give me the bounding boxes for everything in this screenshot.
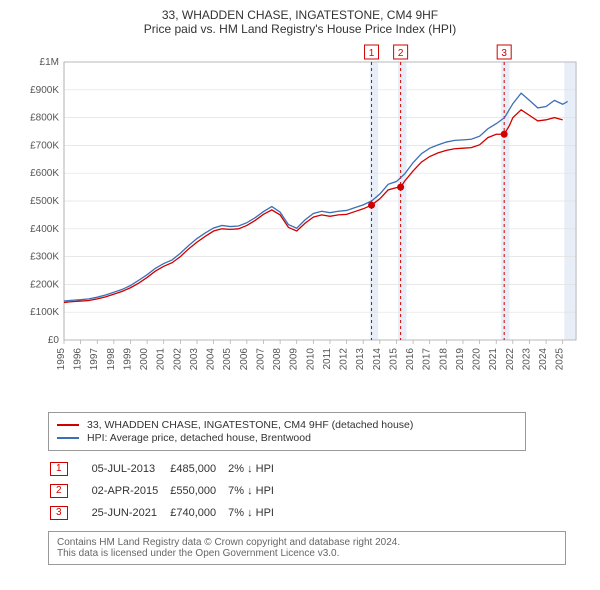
svg-text:1995: 1995 — [56, 348, 67, 371]
sale-marker: 2 — [50, 484, 68, 498]
svg-text:1998: 1998 — [106, 348, 117, 371]
footer-line2: This data is licensed under the Open Gov… — [57, 548, 557, 559]
svg-text:£100K: £100K — [30, 307, 59, 318]
table-row: 1 05-JUL-2013£485,0002% ↓ HPI — [50, 459, 284, 479]
legend-label: HPI: Average price, detached house, Bren… — [87, 432, 311, 444]
svg-text:2013: 2013 — [355, 348, 366, 371]
svg-text:£300K: £300K — [30, 252, 59, 263]
table-row: 3 25-JUN-2021£740,0007% ↓ HPI — [50, 503, 284, 523]
svg-text:2002: 2002 — [172, 348, 183, 371]
sale-delta: 2% ↓ HPI — [228, 459, 284, 479]
svg-text:£200K: £200K — [30, 279, 59, 290]
svg-text:2006: 2006 — [239, 348, 250, 371]
attribution-footer: Contains HM Land Registry data © Crown c… — [48, 531, 566, 565]
svg-text:1: 1 — [369, 48, 375, 59]
svg-text:2004: 2004 — [206, 348, 217, 371]
legend-swatch — [57, 424, 79, 426]
sales-table: 1 05-JUL-2013£485,0002% ↓ HPI 2 02-APR-2015… — [48, 457, 286, 525]
svg-text:£700K: £700K — [30, 140, 59, 151]
svg-text:2016: 2016 — [405, 348, 416, 371]
svg-text:£900K: £900K — [30, 85, 59, 96]
sale-date: 02-APR-2015 — [92, 481, 169, 501]
svg-text:£1M: £1M — [40, 57, 59, 68]
sale-price: £485,000 — [170, 459, 226, 479]
legend-label: 33, WHADDEN CHASE, INGATESTONE, CM4 9HF … — [87, 419, 413, 431]
svg-text:£500K: £500K — [30, 196, 59, 207]
sale-price: £550,000 — [170, 481, 226, 501]
svg-text:1997: 1997 — [89, 348, 100, 371]
footer-line1: Contains HM Land Registry data © Crown c… — [57, 537, 557, 548]
svg-text:2: 2 — [398, 48, 404, 59]
svg-text:2023: 2023 — [521, 348, 532, 371]
svg-text:£400K: £400K — [30, 224, 59, 235]
svg-text:2015: 2015 — [388, 348, 399, 371]
svg-text:2010: 2010 — [305, 348, 316, 371]
chart-title: 33, WHADDEN CHASE, INGATESTONE, CM4 9HF — [8, 8, 592, 22]
svg-text:2025: 2025 — [555, 348, 566, 371]
svg-text:2001: 2001 — [156, 348, 167, 371]
legend: 33, WHADDEN CHASE, INGATESTONE, CM4 9HF … — [48, 412, 526, 451]
legend-swatch — [57, 437, 79, 439]
svg-text:£0: £0 — [48, 335, 60, 346]
svg-text:2007: 2007 — [255, 348, 266, 371]
svg-text:2014: 2014 — [372, 348, 383, 371]
line-chart: £0 £100K £200K £300K £400K £500K £600K £700K £80… — [16, 44, 584, 404]
svg-text:2000: 2000 — [139, 348, 150, 371]
chart-subtitle: Price paid vs. HM Land Registry's House … — [8, 22, 592, 36]
sale-marker: 3 — [50, 506, 68, 520]
sale-delta: 7% ↓ HPI — [228, 503, 284, 523]
svg-text:2018: 2018 — [438, 348, 449, 371]
legend-row: 33, WHADDEN CHASE, INGATESTONE, CM4 9HF … — [57, 419, 517, 431]
svg-text:2008: 2008 — [272, 348, 283, 371]
chart-area: £0 £100K £200K £300K £400K £500K £600K £700K £80… — [16, 44, 584, 404]
svg-text:3: 3 — [501, 48, 507, 59]
sale-date: 05-JUL-2013 — [92, 459, 169, 479]
svg-text:2009: 2009 — [289, 348, 300, 371]
svg-text:2024: 2024 — [538, 348, 549, 371]
svg-text:£600K: £600K — [30, 168, 59, 179]
legend-row: HPI: Average price, detached house, Bren… — [57, 432, 517, 444]
svg-text:2011: 2011 — [322, 348, 333, 370]
svg-text:£800K: £800K — [30, 113, 59, 124]
svg-text:2022: 2022 — [505, 348, 516, 371]
chart-header: 33, WHADDEN CHASE, INGATESTONE, CM4 9HF … — [8, 8, 592, 36]
svg-text:2005: 2005 — [222, 348, 233, 371]
table-row: 2 02-APR-2015£550,0007% ↓ HPI — [50, 481, 284, 501]
svg-text:2019: 2019 — [455, 348, 466, 371]
svg-text:2003: 2003 — [189, 348, 200, 371]
svg-text:2012: 2012 — [339, 348, 350, 371]
svg-text:1999: 1999 — [122, 348, 133, 371]
svg-text:1996: 1996 — [73, 348, 84, 371]
sale-delta: 7% ↓ HPI — [228, 481, 284, 501]
svg-text:2021: 2021 — [488, 348, 499, 371]
sale-marker: 1 — [50, 462, 68, 476]
sale-price: £740,000 — [170, 503, 226, 523]
svg-text:2017: 2017 — [422, 348, 433, 371]
svg-text:2020: 2020 — [472, 348, 483, 371]
sale-date: 25-JUN-2021 — [92, 503, 169, 523]
